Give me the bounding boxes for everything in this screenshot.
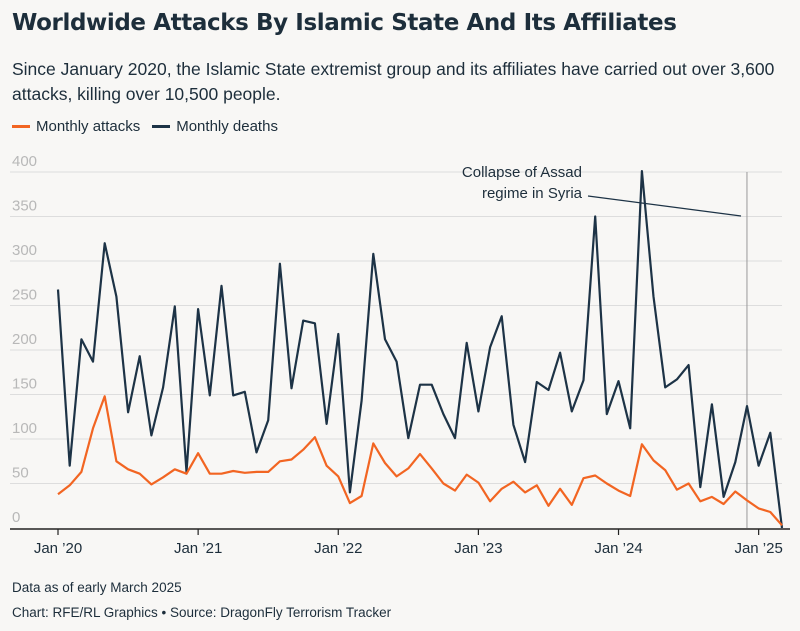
series-lines [56,170,784,529]
data-note: Data as of early March 2025 [12,580,182,595]
y-tick-label: 400 [12,153,37,170]
chart-title: Worldwide Attacks By Islamic State And I… [12,10,677,36]
x-tick-label: Jan ’23 [454,540,502,557]
source-credit: Chart: RFE/RL Graphics • Source: DragonF… [12,605,392,620]
series-line-monthly-deaths [56,170,784,529]
chart-subtitle: Since January 2020, the Islamic State ex… [12,59,775,104]
annotation: Collapse of Assad regime in Syria [462,164,748,528]
y-axis-tick-labels: 0 50 100 150 200 250 300 350 400 [12,153,37,526]
gridlines [10,171,782,484]
annotation-leader [587,195,742,217]
annotation-text: Collapse of Assad [462,164,582,181]
x-tick-label: Jan ’22 [314,540,362,557]
x-tick-label: Jan ’25 [734,540,782,557]
y-tick-label: 200 [12,331,37,348]
y-tick-label: 0 [12,509,20,526]
legend-label-attacks: Monthly attacks [36,118,141,135]
legend-item-attacks: Monthly attacks [12,118,140,135]
y-tick-label: 350 [12,198,37,215]
y-tick-label: 100 [12,420,37,437]
legend-swatch-deaths [152,125,171,128]
y-tick-label: 50 [12,465,29,482]
legend-label-deaths: Monthly deaths [176,118,278,135]
legend-item-deaths: Monthly deaths [152,118,278,135]
x-tick-label: Jan ’24 [594,540,642,557]
x-axis: Jan ’20 Jan ’21 Jan ’22 Jan ’23 Jan ’24 Jan ’… [10,528,790,557]
x-tick-label: Jan ’20 [34,540,82,557]
y-tick-label: 300 [12,242,37,259]
y-tick-label: 250 [12,287,37,304]
y-tick-label: 150 [12,376,37,393]
legend-swatch-attacks [12,125,30,128]
x-tick-label: Jan ’21 [174,540,222,557]
annotation-text: regime in Syria [482,185,583,202]
series-line-monthly-attacks [57,395,783,527]
legend: Monthly attacks Monthly deaths [12,118,290,135]
